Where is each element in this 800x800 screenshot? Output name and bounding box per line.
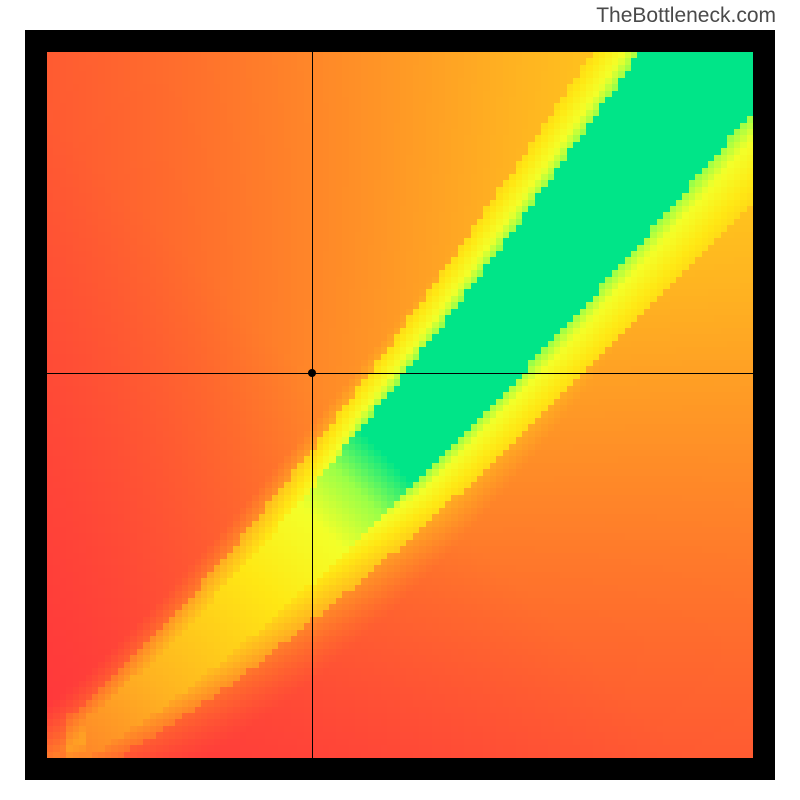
plot-frame <box>25 30 775 780</box>
heatmap-canvas <box>47 52 753 758</box>
root: TheBottleneck.com <box>0 0 800 800</box>
crosshair-horizontal <box>47 373 753 374</box>
crosshair-vertical <box>312 52 313 758</box>
watermark-text: TheBottleneck.com <box>596 4 776 28</box>
marker-dot <box>308 369 316 377</box>
